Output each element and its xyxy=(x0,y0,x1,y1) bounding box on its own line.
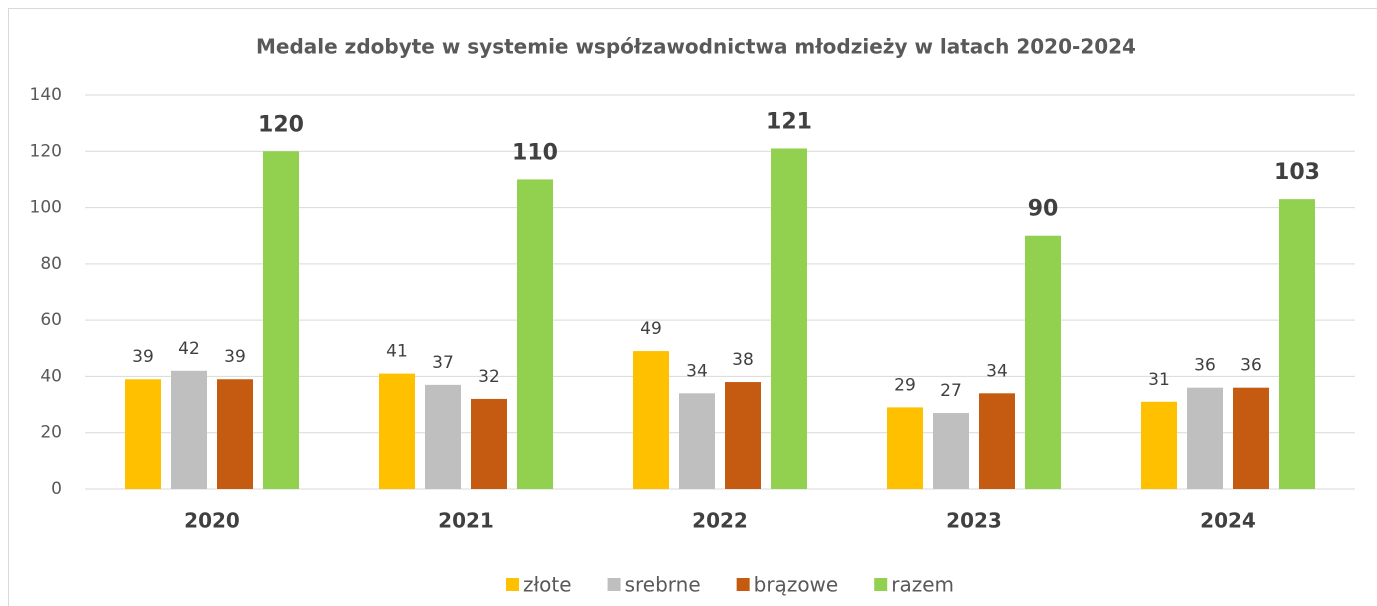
legend-label: srebrne xyxy=(625,573,701,597)
x-tick-label: 2020 xyxy=(184,509,240,533)
chart-frame xyxy=(8,8,1377,606)
bar xyxy=(1233,387,1269,489)
x-tick-label: 2021 xyxy=(438,509,494,533)
y-tick-label: 120 xyxy=(30,141,62,161)
y-tick-label: 80 xyxy=(40,254,62,274)
data-label: 29 xyxy=(894,375,916,395)
bar xyxy=(1025,235,1061,489)
bar xyxy=(263,151,299,490)
data-label: 42 xyxy=(178,339,200,359)
bar xyxy=(979,393,1015,489)
data-label: 34 xyxy=(986,361,1008,381)
data-label: 34 xyxy=(686,361,708,381)
bar xyxy=(1187,387,1223,489)
legend-swatch xyxy=(607,578,621,591)
y-tick-label: 100 xyxy=(30,198,62,218)
data-label: 39 xyxy=(224,347,246,367)
bar xyxy=(633,351,669,489)
bar xyxy=(679,393,715,489)
y-tick-label: 0 xyxy=(51,479,62,499)
data-label: 120 xyxy=(258,112,304,137)
data-label: 103 xyxy=(1274,160,1320,185)
bar xyxy=(171,370,207,489)
data-label: 27 xyxy=(940,381,962,401)
data-label: 41 xyxy=(386,342,408,362)
legend-label: brązowe xyxy=(754,573,839,597)
legend-swatch xyxy=(736,578,750,591)
bar xyxy=(1279,199,1315,489)
data-label: 36 xyxy=(1240,356,1262,376)
bar xyxy=(725,382,761,489)
bar xyxy=(471,398,507,489)
bar xyxy=(933,413,969,489)
data-label: 39 xyxy=(132,347,154,367)
data-label: 49 xyxy=(640,319,662,339)
y-tick-label: 40 xyxy=(40,366,62,386)
bar xyxy=(517,179,553,489)
bar xyxy=(425,384,461,489)
x-tick-label: 2022 xyxy=(692,509,748,533)
bar xyxy=(125,379,161,489)
bar xyxy=(1141,401,1177,489)
legend-swatch xyxy=(874,578,888,591)
data-label: 38 xyxy=(732,350,754,370)
x-tick-label: 2023 xyxy=(946,509,1002,533)
chart-title: Medale zdobyte w systemie współzawodnict… xyxy=(256,35,1136,59)
data-label: 90 xyxy=(1028,197,1059,222)
bar xyxy=(771,148,807,489)
legend-label: złote xyxy=(523,573,572,597)
legend-swatch xyxy=(506,578,520,591)
y-tick-label: 60 xyxy=(40,310,62,330)
data-label: 31 xyxy=(1148,370,1170,390)
data-label: 32 xyxy=(478,367,500,387)
data-label: 121 xyxy=(766,109,812,134)
x-tick-label: 2024 xyxy=(1200,509,1256,533)
legend-label: razem xyxy=(891,573,954,597)
data-label: 37 xyxy=(432,353,454,373)
bar xyxy=(379,373,415,489)
data-label: 36 xyxy=(1194,356,1216,376)
bar xyxy=(887,407,923,489)
y-tick-label: 140 xyxy=(30,85,62,105)
y-tick-label: 20 xyxy=(40,423,62,443)
data-label: 110 xyxy=(512,140,558,165)
bar xyxy=(217,379,253,489)
